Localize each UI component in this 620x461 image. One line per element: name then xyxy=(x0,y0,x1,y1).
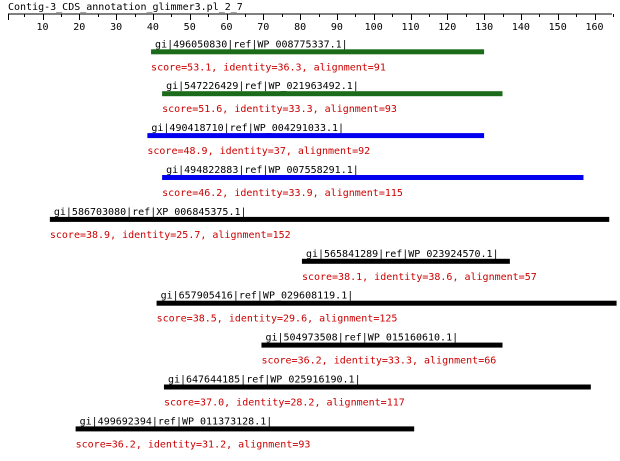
hit-score-label: score=36.2, identity=33.3, alignment=66 xyxy=(261,356,496,367)
position-axis: 10 20 30 40 50 60 70 80 90 100 110 120 130 140 150 160 xyxy=(8,13,614,33)
hit-row: gi|586703080|ref|XP_006845375.1| score=38… xyxy=(49,207,610,241)
hit-row: gi|657905416|ref|WP_029608119.1| score=38… xyxy=(156,291,617,325)
axis-tick-label: 90 xyxy=(331,22,343,33)
hit-alignment-bar xyxy=(49,216,610,222)
hit-alignment-bar xyxy=(301,258,510,264)
axis-tick-label: 60 xyxy=(220,22,232,33)
hit-accession-label: gi|586703080|ref|XP_006845375.1| xyxy=(54,207,247,218)
hit-score-label: score=46.2, identity=33.9, alignment=115 xyxy=(162,188,403,199)
hit-alignment-bar xyxy=(147,133,485,139)
axis-tick-label: 40 xyxy=(147,22,159,33)
hit-accession-label: gi|565841289|ref|WP_023924570.1| xyxy=(306,249,499,260)
hit-score-label: score=38.5, identity=29.6, alignment=125 xyxy=(157,314,398,325)
hit-accession-label: gi|494822883|ref|WP_007558291.1| xyxy=(166,165,359,176)
axis-tick-label: 120 xyxy=(438,22,456,33)
axis-tick-label: 30 xyxy=(110,22,122,33)
axis-tick-label: 130 xyxy=(475,22,493,33)
axis-tick-label: 70 xyxy=(257,22,269,33)
hit-alignment-bar xyxy=(162,175,584,180)
hit-row: gi|490418710|ref|WP_004291033.1| score=48… xyxy=(147,123,485,157)
hit-accession-label: gi|647644185|ref|WP_025916190.1| xyxy=(168,375,361,386)
hit-alignment-bar xyxy=(151,49,485,55)
hit-alignment-bar xyxy=(261,342,503,348)
hit-row: gi|547226429|ref|WP_021963492.1| score=51… xyxy=(162,81,503,115)
hit-accession-label: gi|547226429|ref|WP_021963492.1| xyxy=(166,81,359,92)
diagram-title: Contig-3_CDS_annotation_glimmer3.pl_2_7 xyxy=(8,2,243,13)
hit-row: gi|565841289|ref|WP_023924570.1| score=38… xyxy=(301,249,537,283)
hit-row: gi|499692394|ref|WP_011373128.1| score=36… xyxy=(75,416,415,450)
axis-tick-label: 100 xyxy=(365,22,383,33)
axis-tick-label: 10 xyxy=(36,22,48,33)
axis-tick-label: 160 xyxy=(585,22,603,33)
hit-accession-label: gi|496050830|ref|WP_008775337.1| xyxy=(155,39,348,50)
hit-score-label: score=38.9, identity=25.7, alignment=152 xyxy=(50,230,291,241)
axis-tick-label: 150 xyxy=(549,22,567,33)
hit-alignment-bar xyxy=(156,300,617,306)
hit-score-label: score=36.2, identity=31.2, alignment=93 xyxy=(76,439,311,450)
hit-score-label: score=37.0, identity=28.2, alignment=117 xyxy=(164,398,405,409)
axis-tick-label: 80 xyxy=(294,22,306,33)
hit-row: gi|504973508|ref|WP_015160610.1| score=36… xyxy=(261,333,503,367)
hit-score-label: score=53.1, identity=36.3, alignment=91 xyxy=(151,62,386,73)
hit-list: gi|496050830|ref|WP_008775337.1| score=53… xyxy=(49,39,617,450)
hit-alignment-bar xyxy=(163,384,591,390)
hit-accession-label: gi|499692394|ref|WP_011373128.1| xyxy=(80,416,273,427)
hit-row: gi|496050830|ref|WP_008775337.1| score=53… xyxy=(151,39,485,73)
hit-accession-label: gi|504973508|ref|WP_015160610.1| xyxy=(265,333,458,344)
hit-row: gi|494822883|ref|WP_007558291.1| score=46… xyxy=(162,165,584,199)
hit-score-label: score=51.6, identity=33.3, alignment=93 xyxy=(162,104,397,115)
hit-alignment-bar xyxy=(75,426,415,432)
axis-tick-label: 50 xyxy=(184,22,196,33)
axis-tick-label: 110 xyxy=(401,22,419,33)
hit-alignment-bar xyxy=(162,91,503,97)
hit-score-label: score=48.9, identity=37, alignment=92 xyxy=(147,146,370,157)
hit-accession-label: gi|490418710|ref|WP_004291033.1| xyxy=(151,123,344,134)
hit-accession-label: gi|657905416|ref|WP_029608119.1| xyxy=(161,291,354,302)
axis-tick-label: 20 xyxy=(73,22,85,33)
hit-row: gi|647644185|ref|WP_025916190.1| score=37… xyxy=(163,375,591,409)
hit-score-label: score=38.1, identity=38.6, alignment=57 xyxy=(302,272,537,283)
axis-tick-label: 140 xyxy=(512,22,530,33)
